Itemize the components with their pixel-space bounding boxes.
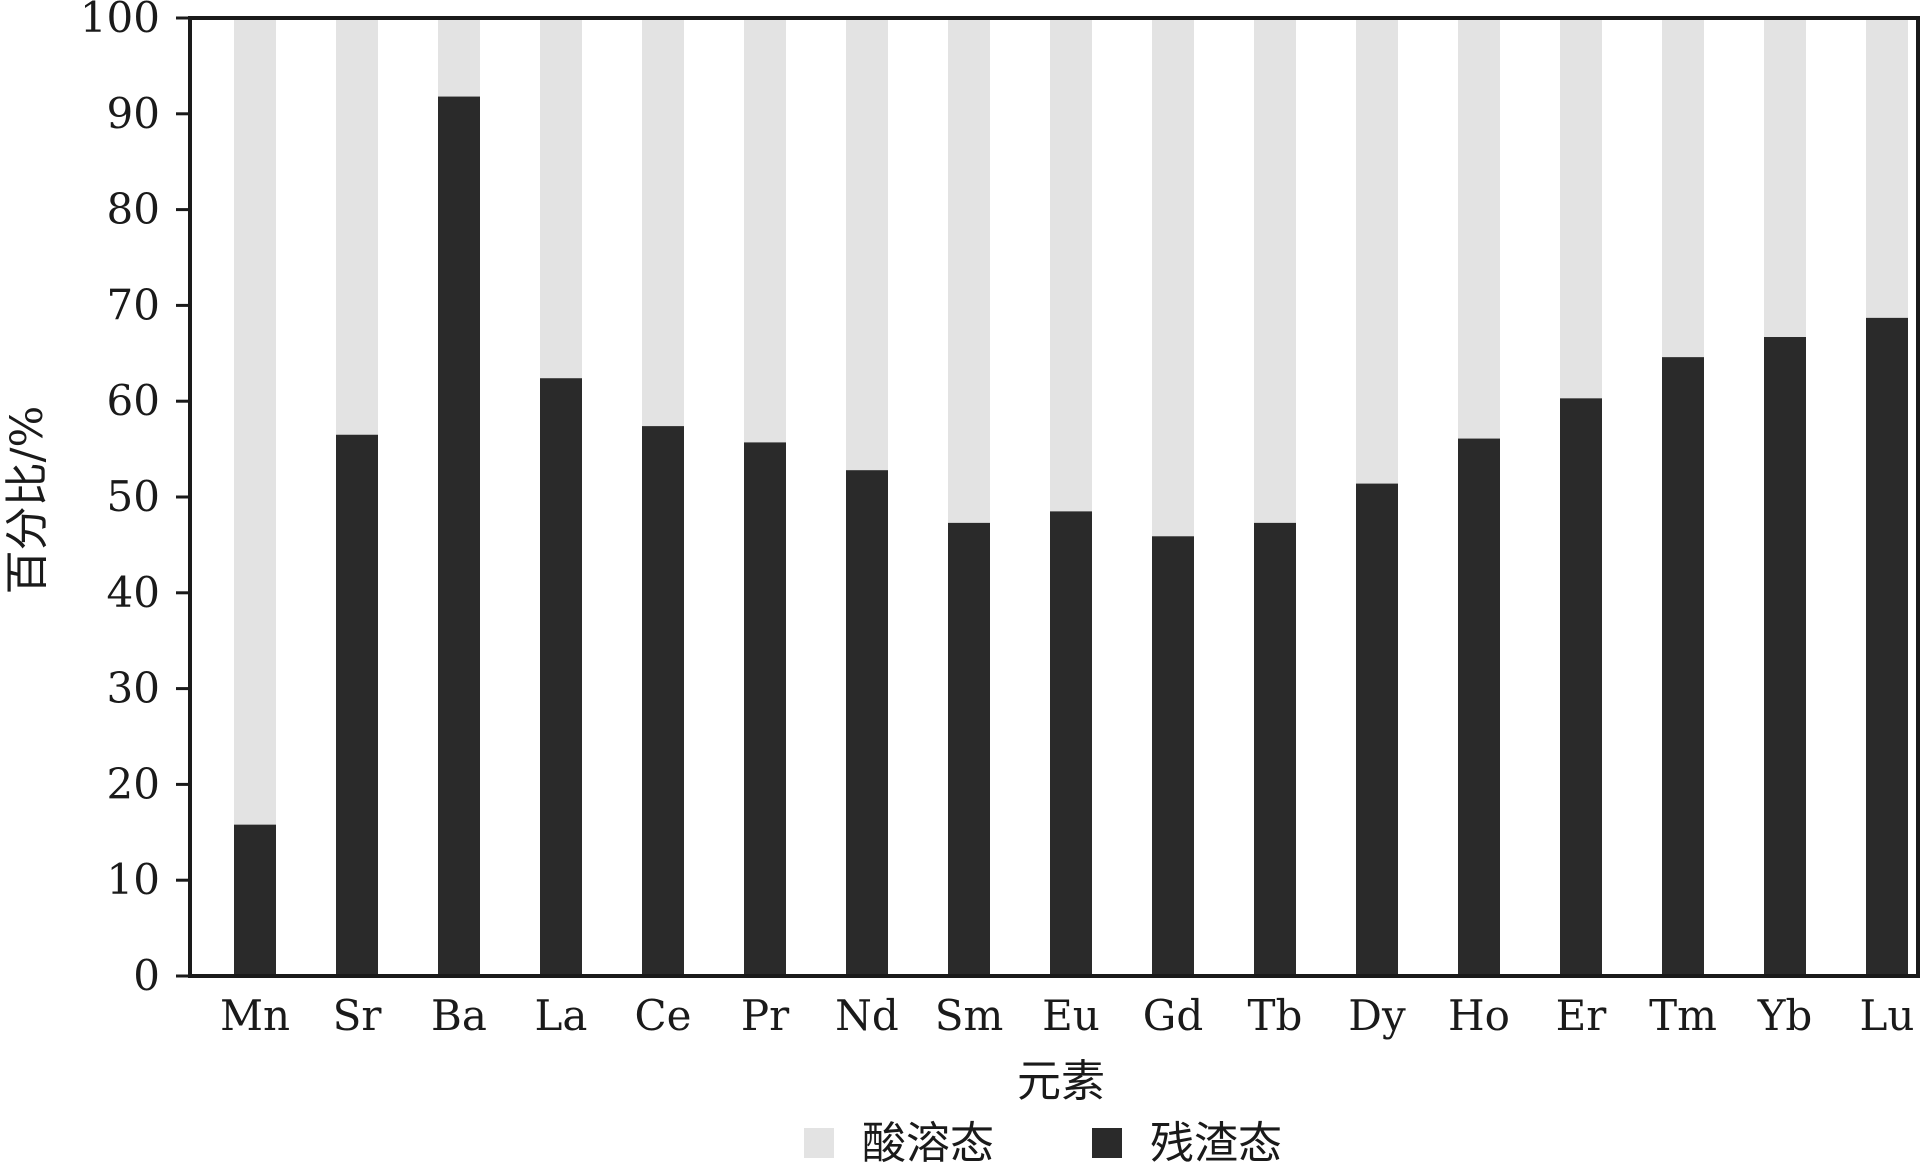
y-tick-label-70: 70 xyxy=(107,280,160,329)
x-tick-label-Sm: Sm xyxy=(935,991,1004,1040)
bar-acid-soluble-Nd xyxy=(846,18,888,471)
bar-residual-Sr xyxy=(336,434,378,977)
bar-residual-Eu xyxy=(1050,511,1092,976)
bar-residual-Er xyxy=(1560,398,1602,976)
x-tick-label-La: La xyxy=(535,991,588,1040)
bar-residual-Gd xyxy=(1152,536,1194,976)
bar-residual-Nd xyxy=(846,470,888,976)
bar-residual-Ba xyxy=(438,96,480,976)
bar-residual-La xyxy=(540,378,582,976)
y-tick-label-80: 80 xyxy=(107,185,160,234)
legend-swatch-residual xyxy=(1092,1128,1122,1158)
bar-acid-soluble-Lu xyxy=(1866,18,1908,318)
x-tick-label-Eu: Eu xyxy=(1042,991,1100,1040)
x-axis-title: 元素 xyxy=(1017,1056,1105,1107)
x-tick-label-Tm: Tm xyxy=(1649,991,1717,1040)
x-tick-label-Ba: Ba xyxy=(431,991,487,1040)
y-tick-label-40: 40 xyxy=(107,568,160,617)
x-tick-label-Sr: Sr xyxy=(333,991,383,1040)
x-tick-label-Nd: Nd xyxy=(835,991,899,1040)
bar-acid-soluble-Mn xyxy=(234,18,276,825)
legend-label-acid-soluble: 酸溶态 xyxy=(862,1118,994,1169)
bar-acid-soluble-La xyxy=(540,18,582,379)
bar-residual-Pr xyxy=(744,442,786,976)
x-tick-label-Ho: Ho xyxy=(1448,991,1510,1040)
y-tick-label-30: 30 xyxy=(107,664,160,713)
y-ticks-group: 0 10 20 30 40 50 60 70 80 90 100 xyxy=(80,0,190,1000)
bar-acid-soluble-Ce xyxy=(642,18,684,427)
bar-residual-Yb xyxy=(1764,337,1806,976)
y-tick-label-0: 0 xyxy=(133,951,160,1000)
bar-acid-soluble-Yb xyxy=(1764,18,1806,338)
x-tick-label-Mn: Mn xyxy=(220,991,290,1040)
bar-acid-soluble-Gd xyxy=(1152,18,1194,537)
x-tick-label-Tb: Tb xyxy=(1248,991,1303,1040)
x-tick-label-Gd: Gd xyxy=(1143,991,1203,1040)
legend-swatch-acid-soluble xyxy=(804,1128,834,1158)
x-tick-label-Pr: Pr xyxy=(741,991,790,1040)
bar-residual-Ho xyxy=(1458,438,1500,976)
y-tick-label-90: 90 xyxy=(107,89,160,138)
bar-residual-Tm xyxy=(1662,357,1704,977)
x-tick-label-Ce: Ce xyxy=(635,991,692,1040)
x-tick-label-Lu: Lu xyxy=(1860,991,1915,1040)
x-ticks-group: Mn Sr Ba La Ce Pr Nd Sm Eu Gd Tb Dy Ho Er Tm Yb Lu xyxy=(220,991,1915,1040)
x-tick-label-Yb: Yb xyxy=(1757,991,1813,1040)
bar-residual-Mn xyxy=(234,824,276,976)
bar-residual-Dy xyxy=(1356,483,1398,976)
bars-group xyxy=(234,18,1908,977)
bar-residual-Tb xyxy=(1254,522,1296,976)
y-tick-label-50: 50 xyxy=(107,472,160,521)
bar-acid-soluble-Er xyxy=(1560,18,1602,399)
legend-label-residual: 残渣态 xyxy=(1150,1118,1282,1169)
y-tick-label-100: 100 xyxy=(80,0,160,42)
y-tick-label-60: 60 xyxy=(107,376,160,425)
x-tick-label-Er: Er xyxy=(1556,991,1608,1040)
bar-acid-soluble-Pr xyxy=(744,18,786,443)
bar-acid-soluble-Ho xyxy=(1458,18,1500,439)
bar-residual-Sm xyxy=(948,522,990,976)
bar-acid-soluble-Sm xyxy=(948,18,990,523)
x-tick-label-Dy: Dy xyxy=(1348,991,1406,1040)
bar-residual-Lu xyxy=(1866,317,1908,976)
y-tick-label-10: 10 xyxy=(107,855,160,904)
bar-acid-soluble-Tm xyxy=(1662,18,1704,358)
y-tick-label-20: 20 xyxy=(107,759,160,808)
bar-acid-soluble-Eu xyxy=(1050,18,1092,512)
bar-residual-Ce xyxy=(642,426,684,976)
bar-acid-soluble-Tb xyxy=(1254,18,1296,523)
bar-acid-soluble-Sr xyxy=(336,18,378,435)
legend: 酸溶态 残渣态 xyxy=(804,1118,1282,1169)
y-axis-title: 百分比/% xyxy=(2,406,53,595)
bar-acid-soluble-Dy xyxy=(1356,18,1398,484)
bar-acid-soluble-Ba xyxy=(438,18,480,97)
